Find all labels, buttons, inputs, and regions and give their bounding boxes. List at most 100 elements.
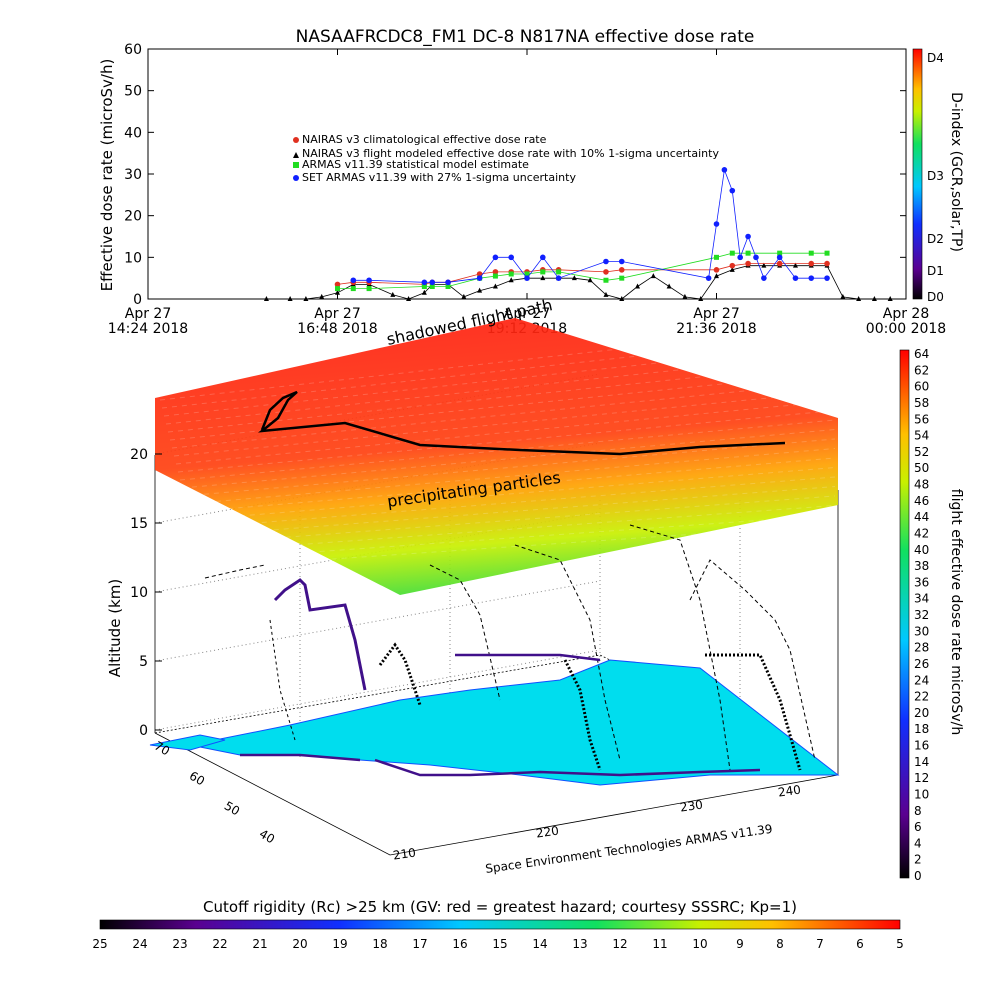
data-point: [745, 260, 751, 267]
ground-map-island: [149, 734, 226, 751]
dose-rate-tick-label: 10: [914, 787, 929, 801]
data-point: [445, 284, 451, 289]
data-point: [603, 269, 609, 275]
x-tick-label-date: Apr 28: [883, 306, 929, 322]
plane-hatch-line: [167, 362, 836, 433]
data-point: [540, 269, 546, 275]
cutoff-rigidity-tick-label: 16: [452, 937, 467, 951]
data-point: [871, 296, 877, 301]
data-point: [508, 254, 515, 261]
y-tick-label: 40: [124, 125, 142, 141]
data-point: [824, 250, 830, 256]
data-point: [635, 283, 641, 289]
dose-rate-tick-label: 8: [914, 804, 922, 818]
legend: NAIRAS v3 climatological effective dose …: [293, 133, 719, 184]
plane-hatch-line: [165, 353, 836, 425]
flight-altitude-traces: [204, 524, 816, 777]
series-0: [263, 262, 893, 301]
top-y-ticks: 0 10 20 30 40 50 60: [124, 42, 906, 308]
altitude-axis-label: Altitude (km): [106, 579, 124, 677]
data-point: [421, 284, 427, 289]
data-point: [476, 275, 483, 281]
cutoff-rigidity-ticks: 25 24 23 22 21 20 19 18 17 16 15 14 13 12 11 10 9 8 7 6 5: [92, 937, 903, 951]
legend-item-nairas-climatological: NAIRAS v3 climatological effective dose …: [293, 133, 547, 146]
altitude-tick-label: 15: [130, 516, 148, 532]
cutoff-rigidity-tick-label: 10: [692, 937, 707, 951]
data-point: [524, 275, 530, 281]
data-point: [618, 267, 625, 273]
data-point: [334, 281, 341, 288]
longitude-tick-label: 230: [679, 798, 704, 815]
plane-hatch-line: [195, 495, 836, 545]
plane-hatch-line: [159, 324, 836, 401]
dose-rate-tick-label: 12: [914, 771, 929, 785]
y-tick-label: 60: [124, 42, 142, 58]
altitude-tick-label: 20: [130, 447, 148, 463]
longitude-tick-label: 210: [392, 846, 417, 863]
series-line: [337, 263, 827, 285]
data-point: [429, 284, 435, 289]
data-point: [492, 254, 499, 261]
dose-rate-tick-label: 34: [914, 592, 929, 606]
cutoff-rigidity-tick-label: 21: [252, 937, 267, 951]
dose-rate-tick-label: 60: [914, 380, 929, 394]
data-point: [303, 296, 309, 301]
data-point: [729, 262, 736, 269]
cutoff-rigidity-colorbar: [99, 919, 901, 930]
data-point: [737, 254, 743, 261]
svg-text:SET ARMAS v11.39 with 27% 1-si: SET ARMAS v11.39 with 27% 1-sigma uncert…: [302, 171, 576, 184]
dose-rate-tick-label: 20: [914, 706, 929, 720]
cutoff-rigidity-tick-label: 23: [172, 937, 187, 951]
plane-hatch-line: [171, 381, 836, 449]
dose-rate-tick-label: 16: [914, 739, 929, 753]
data-point: [682, 293, 688, 299]
data-point: [824, 275, 830, 281]
x-tick-label-time: 00:00 2018: [866, 321, 946, 337]
dose-rate-tick-label: 54: [914, 429, 929, 443]
cutoff-rigidity-tick-label: 8: [776, 937, 784, 951]
x-tick-label-date: Apr 27: [314, 306, 360, 322]
data-point: [776, 260, 783, 267]
data-point: [618, 258, 625, 265]
dose-rate-tick-label: 6: [914, 820, 922, 834]
data-point: [335, 286, 340, 292]
cutoff-rigidity-tick-label: 5: [896, 937, 904, 951]
grid-line: [154, 580, 601, 662]
dose-rate-tick-label: 44: [914, 510, 929, 524]
dose-rate-tick-label: 52: [914, 445, 929, 459]
d-index-tick-label: D3: [927, 169, 944, 183]
data-point: [808, 260, 815, 267]
data-point: [761, 262, 767, 268]
cutoff-rigidity-tick-label: 22: [212, 937, 227, 951]
top-series: [263, 167, 893, 301]
cutoff-rigidity-tick-label: 13: [572, 937, 587, 951]
plane-hatch-line: [187, 457, 836, 513]
d-index-label: D-index (GCR,solar,TP): [948, 92, 964, 252]
data-point: [390, 291, 396, 297]
data-point: [698, 296, 704, 301]
data-point: [761, 275, 767, 281]
svg-text:ARMAS v11.39 statistical model: ARMAS v11.39 statistical model estimate: [302, 158, 529, 171]
dose-rate-tick-label: 30: [914, 624, 929, 638]
data-point: [421, 279, 428, 286]
plane-hatch-line: [189, 467, 836, 521]
data-point: [319, 293, 325, 299]
chart-title: NASAAFRCDC8_FM1 DC-8 N817NA effective do…: [296, 27, 755, 47]
data-point: [777, 250, 783, 256]
plane-hatch-line: [197, 505, 836, 553]
data-point: [714, 254, 719, 260]
data-point: [603, 291, 609, 297]
dose-rate-tick-label: 56: [914, 412, 929, 426]
dose-rate-tick-label: 58: [914, 396, 929, 410]
dose-rate-colorbar-label: flight effective dose rate microSv/h: [948, 489, 964, 735]
data-point: [492, 283, 498, 289]
x-tick-label-date: Apr 27: [504, 306, 550, 322]
plane-hatch-line: [161, 334, 836, 409]
data-point: [492, 273, 498, 279]
data-point: [856, 296, 862, 301]
dose-rate-tick-label: 62: [914, 363, 929, 377]
dose-rate-tick-label: 46: [914, 494, 929, 508]
data-point: [705, 275, 712, 281]
data-point: [350, 277, 357, 284]
